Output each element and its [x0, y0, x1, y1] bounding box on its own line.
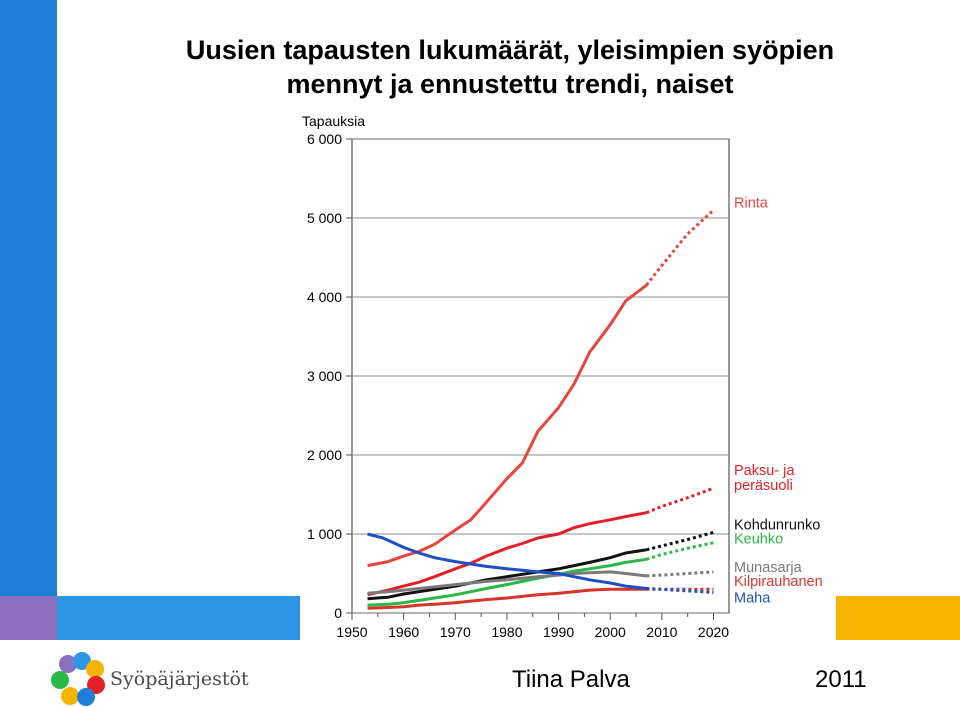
series-label-maha: Maha: [734, 591, 771, 607]
series-line-paksu-ja-peräsuoli: [367, 511, 647, 597]
x-tick-label: 1990: [543, 624, 574, 640]
series-forecast-maha: [646, 587, 714, 594]
series-forecast-paksu-ja-peräsuoli: [645, 486, 715, 515]
x-tick-label: 2020: [698, 624, 729, 640]
y-tick-label: 3 000: [307, 368, 342, 384]
flower-logo-icon: [51, 652, 105, 706]
series-line-maha: [367, 532, 647, 590]
title-line-1: Uusien tapausten lukumäärät, yleisimpien…: [185, 35, 835, 65]
x-tick-label: 2000: [595, 624, 626, 640]
series-line-keuhko: [367, 557, 647, 607]
x-tick-label: 1950: [336, 624, 367, 640]
slide-title: Uusien tapausten lukumäärät, yleisimpien…: [160, 33, 860, 101]
x-tick-label: 1970: [440, 624, 471, 640]
bottom-accent-strip-left: [57, 596, 300, 640]
series-label-kohdunrunko: Kohdunrunko: [734, 517, 820, 533]
organization-logo-text: Syöpäjärjestöt: [110, 668, 249, 690]
y-tick-label: 4 000: [307, 289, 342, 305]
series-label-paksu-ja-peräsuoli: peräsuoli: [734, 478, 793, 494]
series-label-kilpirauhanen: Kilpirauhanen: [734, 574, 823, 590]
y-tick-label: 5 000: [307, 210, 342, 226]
x-tick-label: 1980: [491, 624, 522, 640]
bottom-accent-strip-right: [836, 596, 960, 640]
series-forecast-rinta: [645, 208, 715, 287]
series-line-munasarja: [367, 570, 647, 595]
footer-author: Tiina Palva: [512, 666, 630, 693]
y-tick-label: 1 000: [307, 526, 342, 542]
series-label-rinta: Rinta: [734, 196, 769, 212]
y-tick-label: 0: [334, 605, 342, 621]
series-line-kilpirauhanen: [367, 587, 647, 610]
series-forecast-keuhko: [645, 541, 714, 561]
series-forecast-kohdunrunko: [646, 530, 714, 552]
title-line-2: mennyt ja ennustettu trendi, naiset: [286, 69, 734, 99]
x-tick-label: 2010: [646, 624, 677, 640]
series-label-keuhko: Keuhko: [734, 531, 783, 547]
y-axis-label: Tapauksia: [302, 113, 365, 129]
footer-year: 2011: [815, 666, 867, 693]
y-tick-label: 6 000: [307, 131, 342, 147]
left-accent-block: [0, 596, 57, 640]
x-tick-label: 1960: [388, 624, 419, 640]
y-tick-label: 2 000: [307, 447, 342, 463]
series-label-paksu-ja-peräsuoli: Paksu- ja: [734, 463, 795, 479]
series-line-kohdunrunko: [367, 548, 647, 601]
series-label-munasarja: Munasarja: [734, 560, 803, 576]
left-accent-bar: [0, 0, 57, 596]
series-forecast-munasarja: [646, 570, 714, 578]
series-line-rinta: [367, 284, 648, 568]
